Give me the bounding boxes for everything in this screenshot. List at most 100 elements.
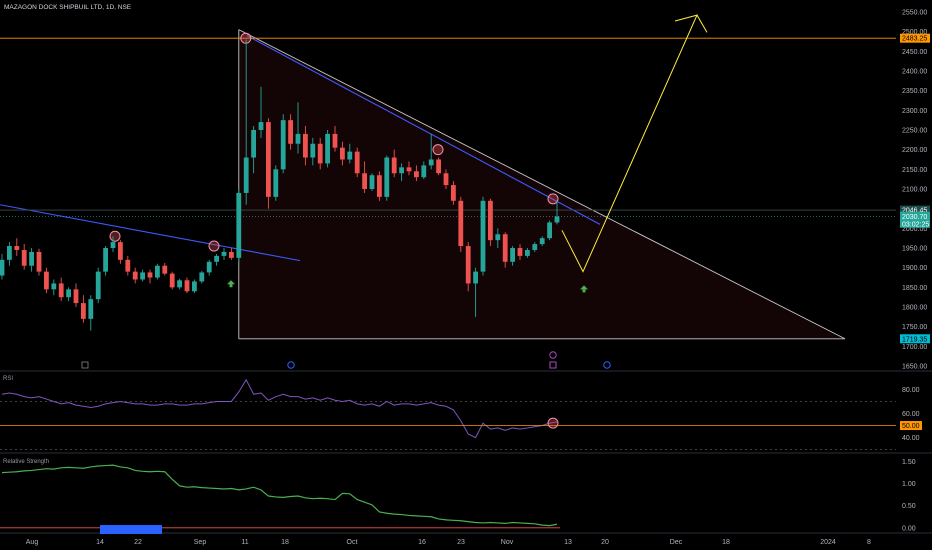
event-marker-dividend [603,361,611,369]
candle-body [369,175,375,189]
candle-body [532,244,538,250]
price-tick-label: 2500.00 [902,29,927,36]
x-tick-label: 13 [564,539,572,546]
candle-body [221,251,227,256]
date-highlight-box [100,525,162,534]
candle-body [436,159,441,174]
price-tick-label: 2200.00 [902,147,927,154]
drawings-layer [0,14,896,534]
price-tag [900,334,930,344]
event-marker-earnings [81,361,89,369]
candle-body [58,283,64,298]
touch-circle [432,144,444,156]
price-tick-label: 2350.00 [902,88,927,95]
candle-body [332,133,338,148]
touch-circle [547,193,559,205]
candle-body [73,289,79,304]
price-tick-label: 2100.00 [902,187,927,194]
candle-body [443,173,449,186]
touch-circle [208,240,220,252]
candle-body [488,200,493,241]
x-tick-label: 14 [96,539,104,546]
candle-body [214,255,219,262]
candle-body [451,185,456,201]
event-marker-report [549,361,557,369]
candle-body [155,265,160,278]
x-tick-label: 22 [134,539,142,546]
rs-pane-label: Relative Strength [3,459,49,465]
candle-body [347,151,353,160]
candle-body [539,238,545,245]
rsi-level-tag-label: 50.00 [902,423,920,430]
x-tick-label: Sep [194,539,207,546]
candle-body [229,251,234,258]
price-tag-label: 2483.25 [902,36,927,43]
touch-circle [109,230,121,242]
candle-body [517,248,523,256]
candle-body [280,120,286,170]
candle-body [147,272,153,278]
candle-body [428,159,434,166]
rs-line [1,464,558,527]
candle-body [29,251,34,266]
candle-body [88,299,94,319]
candle-body [362,173,367,189]
candle-body [118,242,123,260]
indicators-layer [0,378,896,527]
x-tick-label: 8 [867,539,871,546]
x-tick-label: Aug [26,539,39,546]
candle-body [480,200,486,272]
candle-body [199,272,205,282]
price-tick-label: 2400.00 [902,68,927,75]
price-tick-label: 2000.00 [902,226,927,233]
candle-body [125,259,131,272]
price-tag-label: 2030.70 [902,214,927,221]
x-tick-label: 20 [601,539,609,546]
x-tick-label: 11 [241,539,248,546]
axes-layer: 2550.002500.002450.002400.002350.002300.… [26,9,930,546]
candle-body [7,246,12,260]
candle-body [273,169,279,197]
x-tick-label: 2024 [820,539,836,546]
rsi-tick-label: 40.00 [902,435,920,442]
candle-body [288,120,293,144]
x-tick-label: 16 [418,539,426,546]
candle-body [110,242,116,249]
price-tick-label: 1750.00 [902,324,927,331]
candle-body [525,249,530,256]
price-tick-label: 2550.00 [902,9,927,16]
candle-body [391,157,397,174]
price-tag-label: 2046.45 [902,208,927,215]
rs-tick-label: 1.50 [902,459,916,466]
candle-body [258,122,264,130]
candle-body [177,280,182,288]
price-tick-label: 2150.00 [902,167,927,174]
candle-body [66,289,71,298]
rsi-touch-circle [547,417,559,429]
candle-body [243,157,249,193]
x-tick-label: Dec [670,539,683,546]
candle-body [547,222,552,239]
candle-body [317,143,323,164]
candle-body [206,261,212,273]
price-tick-label: 2450.00 [902,49,927,56]
candle-body [132,271,138,280]
candle-body [184,280,190,292]
candle-body [14,246,20,250]
candle-body [251,129,256,158]
rsi-line [1,378,558,439]
candle-body [354,151,360,174]
candles-layer [0,39,560,331]
candle-body [21,249,27,266]
candle-body [266,122,271,197]
price-tag [900,211,930,228]
candle-body [384,157,390,197]
candle-body [0,259,5,276]
price-tag-countdown: 03:02:25 [902,221,929,228]
x-tick-label: Oct [347,539,358,546]
candle-body [325,133,330,164]
candle-body [192,281,197,292]
price-tick-label: 1700.00 [902,344,927,351]
candle-body [295,133,301,144]
